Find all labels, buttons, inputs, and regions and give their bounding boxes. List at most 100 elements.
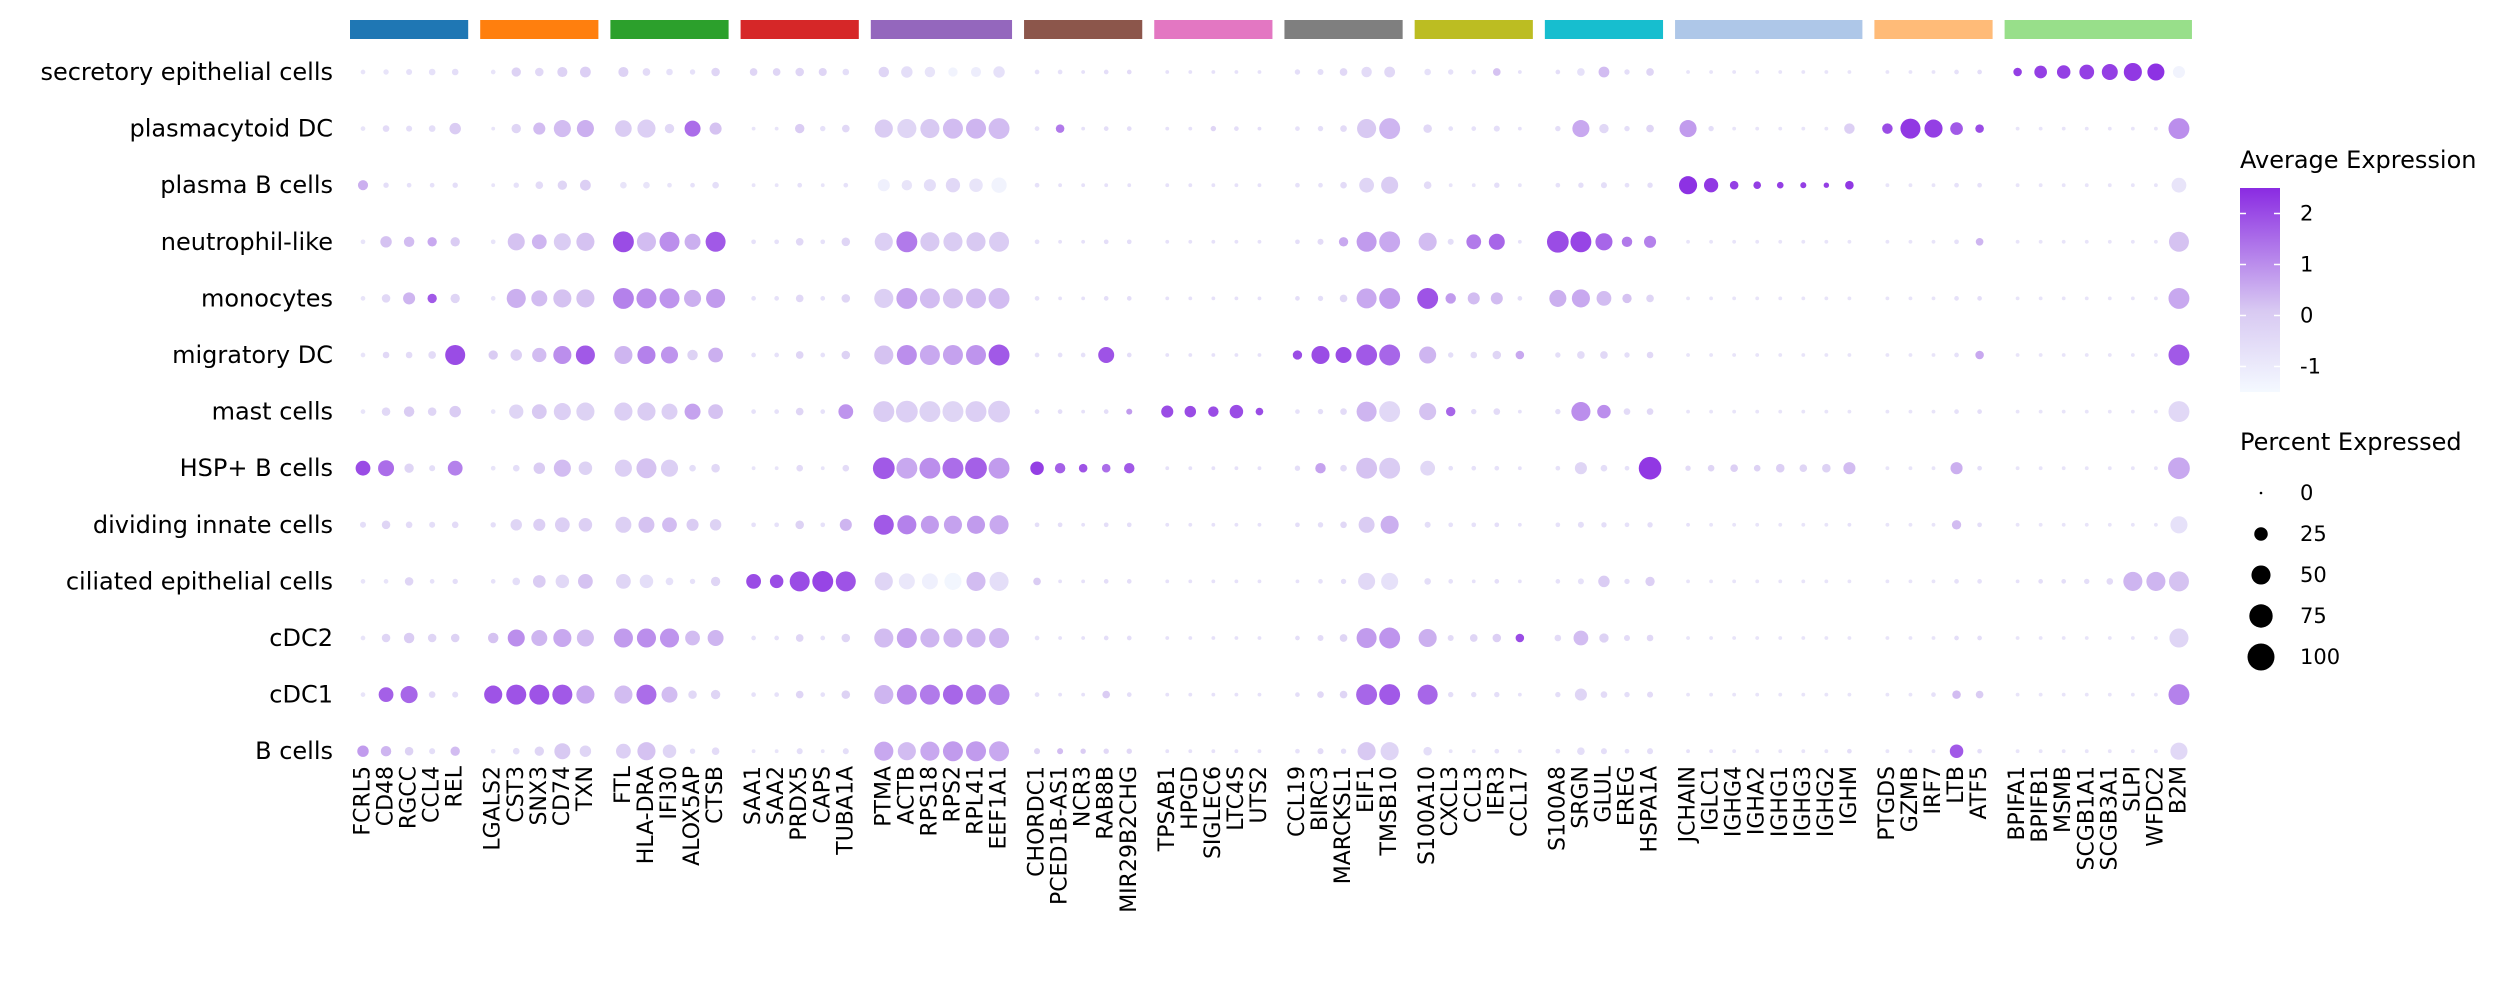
dot-dividing-innate-cells-slpi	[2130, 522, 2135, 527]
dot-ciliated-epithelial-cells-cd74	[555, 574, 570, 589]
dot-monocytes-ighg2	[1824, 296, 1829, 301]
dot-secretory-epithelial-cells-hspa1a	[1646, 68, 1654, 76]
dot-neutrophil-like-mir29b2chg	[1126, 239, 1132, 245]
gene-label-ereg: EREG	[1615, 766, 1640, 826]
dot-monocytes-lgals2	[490, 296, 496, 301]
dot-dividing-innate-cells-hla-dra	[638, 516, 655, 533]
dot-ciliated-epithelial-cells-s100a10	[1424, 578, 1431, 585]
dot-plasma-b-cells-s100a10	[1423, 181, 1432, 190]
dot-neutrophil-like-tpsab1	[1165, 239, 1170, 244]
dot-plasma-b-cells-srgn	[1578, 182, 1584, 188]
dot-plasmacytoid-dc-marcksl1	[1340, 125, 1347, 132]
dot-ciliated-epithelial-cells-ifi30	[665, 577, 674, 586]
dot-b-cells-s100a10	[1423, 746, 1432, 756]
dot-cdc2-gzmb	[1908, 636, 1913, 640]
dot-mast-cells-pced1b-as1	[1057, 409, 1063, 414]
dot-mast-cells-bpifa1	[2015, 409, 2020, 414]
dot-mast-cells-fcrl5	[360, 409, 366, 414]
dot-dividing-innate-cells-ighm	[1847, 522, 1852, 527]
dot-dividing-innate-cells-atf5	[1977, 522, 1982, 528]
dot-plasma-b-cells-alox5ap	[690, 182, 695, 188]
dot-cdc1-ier3	[1494, 691, 1500, 698]
dot-cdc1-rps2	[942, 684, 963, 705]
dot-b-cells-fcrl5	[357, 745, 369, 757]
dot-dividing-innate-cells-scgb1a1	[2084, 522, 2089, 527]
dot-neutrophil-like-caps	[820, 239, 826, 245]
row-label-plasmacytoid-dc: plasmacytoid DC	[130, 115, 333, 143]
dot-cdc2-jchain	[1686, 636, 1690, 640]
dot-plasma-b-cells-rgcc	[406, 182, 412, 188]
dot-mast-cells-hpgd	[1184, 405, 1197, 418]
dot-secretory-epithelial-cells-rab8b	[1103, 69, 1109, 75]
dot-dividing-innate-cells-bpifb1	[2038, 522, 2043, 527]
dot-monocytes-cd74	[553, 289, 572, 308]
dot-neutrophil-like-cd48	[380, 236, 392, 248]
dot-hsp-b-cells-ncr3	[1078, 463, 1088, 473]
dot-hsp-b-cells-fcrl5	[355, 460, 371, 476]
dot-monocytes-hpgd	[1188, 296, 1193, 301]
dot-plasma-b-cells-ltb	[1954, 182, 1959, 188]
dot-neutrophil-like-hspa1a	[1644, 235, 1657, 248]
dot-neutrophil-like-eif1	[1356, 231, 1377, 252]
dot-monocytes-ncr3	[1081, 296, 1086, 301]
dot-plasma-b-cells-ighm	[1845, 180, 1854, 190]
dot-dividing-innate-cells-ifi30	[662, 517, 677, 533]
dot-neutrophil-like-ighg2	[1824, 239, 1829, 244]
dot-b-cells-ighg1	[1778, 749, 1783, 754]
dot-monocytes-ccl19	[1295, 296, 1300, 301]
dot-plasma-b-cells-rps18	[923, 179, 936, 192]
dot-neutrophil-like-ier3	[1488, 233, 1505, 250]
dot-secretory-epithelial-cells-ighg3	[1801, 70, 1806, 74]
dot-cdc1-saa1	[751, 692, 756, 697]
dot-plasmacytoid-dc-ighg2	[1824, 126, 1829, 131]
dot-plasmacytoid-dc-iglc1	[1708, 125, 1714, 132]
dot-migratory-dc-prdx5	[795, 351, 804, 359]
dot-secretory-epithelial-cells-lgals2	[490, 69, 496, 75]
dot-b-cells-ier3	[1494, 748, 1500, 754]
dot-migratory-dc-ltb	[1954, 352, 1959, 358]
dot-cdc1-pced1b-as1	[1058, 692, 1063, 697]
dot-dividing-innate-cells-txn	[578, 518, 593, 532]
dot-cdc2-cd74	[553, 628, 572, 648]
dot-b-cells-ighg3	[1801, 749, 1806, 754]
dot-neutrophil-like-rel	[450, 237, 460, 247]
dot-cdc1-tmsb10	[1379, 684, 1401, 706]
dot-monocytes-b2m	[2168, 287, 2190, 309]
cell-type-labels: secretory epithelial cells plasmacytoid D…	[40, 58, 333, 765]
dot-cdc2-cst3	[507, 629, 525, 647]
dot-cdc1-caps	[820, 692, 826, 697]
dot-migratory-dc-mir29b2chg	[1126, 352, 1132, 358]
dot-b-cells-scgb3a1	[2107, 749, 2112, 754]
dot-dividing-innate-cells-rab8b	[1103, 522, 1109, 528]
dot-neutrophil-like-jchain	[1686, 239, 1690, 244]
dot-migratory-dc-ighg2	[1824, 353, 1829, 357]
dot-plasma-b-cells-snx3	[535, 181, 544, 190]
dot-secretory-epithelial-cells-ltb	[1954, 69, 1959, 75]
gene-label-scgb3a1: SCGB3A1	[2097, 766, 2122, 871]
dot-plasmacytoid-dc-irf7	[1924, 119, 1943, 138]
dot-secretory-epithelial-cells-caps	[818, 67, 827, 77]
dot-mast-cells-cst3	[509, 404, 524, 419]
dot-plasma-b-cells-hspa1a	[1647, 182, 1653, 188]
dot-monocytes-ptma	[874, 288, 894, 308]
dot-plasmacytoid-dc-ltb	[1950, 122, 1963, 135]
dot-b-cells-ccl17	[1517, 749, 1522, 754]
dot-mast-cells-ifi30	[661, 403, 678, 420]
dot-ciliated-epithelial-cells-jchain	[1686, 579, 1690, 584]
dot-neutrophil-like-s100a10	[1418, 232, 1437, 251]
dot-plasmacytoid-dc-ltc4s	[1234, 126, 1239, 131]
dot-ciliated-epithelial-cells-ccl19	[1295, 579, 1300, 584]
dot-hsp-b-cells-ier3	[1494, 465, 1500, 471]
dot-hsp-b-cells-cd74	[553, 459, 571, 477]
dot-cdc2-chordc1	[1034, 635, 1040, 641]
dot-ciliated-epithelial-cells-rgcc	[404, 577, 414, 586]
dot-ciliated-epithelial-cells-ier3	[1494, 579, 1500, 584]
dot-migratory-dc-hspa1a	[1646, 351, 1654, 359]
dot-secretory-epithelial-cells-s100a10	[1424, 68, 1431, 76]
dot-neutrophil-like-ccl17	[1517, 239, 1522, 244]
dot-plasma-b-cells-eif1	[1359, 177, 1374, 193]
dot-dividing-innate-cells-ccl4	[429, 521, 436, 528]
dot-neutrophil-like-ltc4s	[1234, 239, 1239, 244]
size-legend-dot	[2251, 565, 2271, 585]
dot-b-cells-ftl	[616, 743, 631, 759]
